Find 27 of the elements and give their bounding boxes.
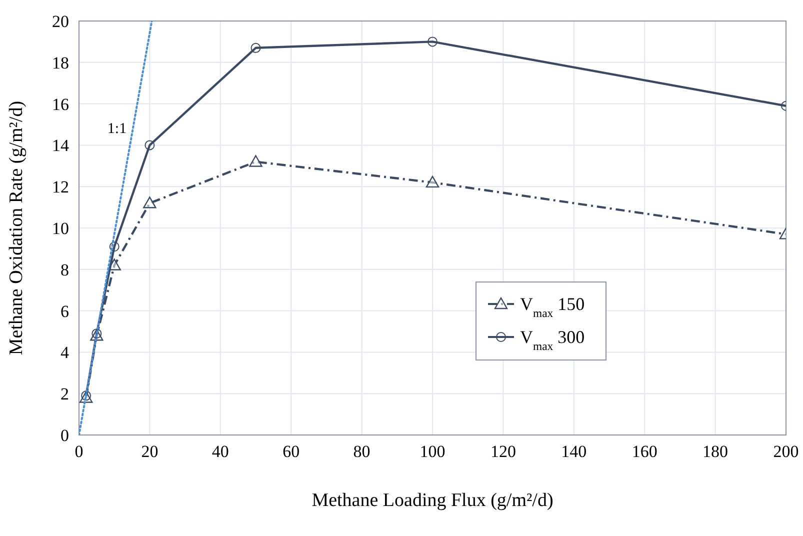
x-tick-label: 160 — [632, 442, 658, 461]
y-tick-label: 16 — [52, 94, 69, 114]
y-tick-label: 10 — [52, 219, 69, 238]
x-tick-label: 120 — [490, 442, 516, 461]
x-tick-label: 180 — [702, 442, 728, 461]
x-tick-label: 80 — [353, 442, 370, 461]
y-tick-label: 6 — [60, 302, 69, 321]
annotation: 1:1 — [107, 121, 127, 137]
x-tick-label: 100 — [420, 442, 446, 461]
y-tick-label: 18 — [52, 53, 69, 72]
x-tick-label: 200 — [773, 442, 799, 461]
x-tick-label: 140 — [561, 442, 587, 461]
y-tick-label: 12 — [52, 178, 69, 197]
legend-label: V$_{max}$ 150 — [520, 294, 585, 320]
x-tick-label: 40 — [212, 442, 229, 461]
x-tick-label: 20 — [141, 442, 158, 461]
y-tick-label: 8 — [60, 260, 69, 280]
y-axis-title: Methane Oxidation Rate (g/m²/d) — [6, 100, 27, 356]
x-tick-label: 60 — [282, 442, 300, 461]
y-tick-label: 20 — [52, 12, 69, 31]
y-tick-label: 0 — [60, 426, 69, 445]
x-tick-label: 0 — [74, 442, 84, 461]
x-axis-title: Methane Loading Flux (g/m²/d) — [312, 490, 554, 511]
y-tick-label: 14 — [52, 136, 70, 156]
y-tick-label: 2 — [60, 384, 69, 404]
legend-label: V$_{max}$ 300 — [520, 327, 585, 352]
y-tick-label: 4 — [60, 343, 70, 362]
